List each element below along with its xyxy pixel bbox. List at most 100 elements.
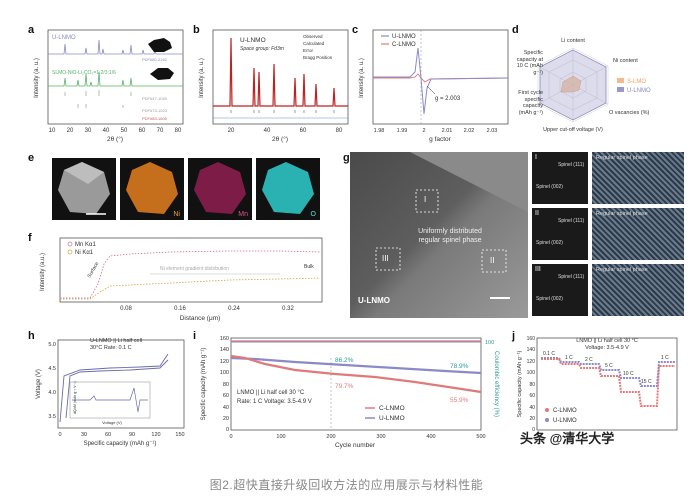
panel-d-grid [537, 47, 609, 123]
svg-text:2.03: 2.03 [487, 128, 498, 134]
panel-c-xlabel: g factor [429, 136, 452, 143]
panel-i-yticks: 0 20 40 60 80 100 120 140 160 [220, 336, 229, 433]
svg-text:5 C: 5 C [605, 363, 613, 369]
svg-text:1.99: 1.99 [397, 128, 408, 134]
svg-text:60: 60 [223, 393, 229, 399]
svg-text:500: 500 [476, 434, 485, 440]
panel-h-title2: 30°C Rate: 0.1 C [90, 345, 132, 351]
panel-d-slmo-area [560, 75, 582, 93]
svg-text:50: 50 [121, 128, 128, 134]
panel-h-inset-xlabel: Voltage (V) [102, 420, 122, 425]
panel-e-mn-map: Mn [188, 158, 252, 220]
svg-text:20: 20 [529, 416, 535, 422]
panel-g-center-text: Uniformly distributed regular spinel pha… [400, 227, 500, 245]
panel-h-yticks: 3.5 4.0 4.5 5.0 [48, 342, 56, 420]
svg-text:120: 120 [151, 432, 160, 438]
svg-text:80: 80 [223, 382, 229, 388]
panel-g-fft-III-002: Spinel (002) [536, 296, 563, 302]
svg-text:20: 20 [228, 128, 235, 134]
panel-g-region-I: I [424, 195, 427, 204]
panel-g-fft-II-002: Spinel (002) [536, 240, 563, 246]
panel-c-annotation-arrow [426, 85, 436, 95]
panel-c-epr: Intensity (a. u.) U-LNMO C-LNMO g = 2.00… [359, 29, 509, 143]
panel-g-fft-II: II Spinel (111) Spinel (002) [532, 208, 588, 260]
panel-i-y2tick: 100 [485, 340, 494, 346]
panel-j-ylabel: Specific capacity (mAh g⁻¹) [517, 350, 523, 417]
svg-text:4.5: 4.5 [48, 366, 56, 372]
svg-text:160: 160 [527, 336, 536, 342]
svg-text:3.5: 3.5 [48, 414, 56, 420]
panel-b-title: U-LNMO [240, 37, 266, 44]
svg-text:4.0: 4.0 [48, 390, 56, 396]
panel-e-o-label: O [310, 211, 316, 218]
panel-d-ulnmo-area [539, 49, 607, 121]
panel-d-legend-ulnmo-swatch [617, 87, 624, 92]
figure-caption: 图2.超快直接升级回收方法的应用展示与材料性能 [209, 478, 484, 492]
panel-g-edge [375, 152, 528, 299]
panel-g-fft-III: III Spinel (111) Spinel (002) [532, 264, 588, 316]
svg-text:40: 40 [223, 405, 229, 411]
panel-j-frame [536, 337, 678, 431]
panel-f-mn-trace [60, 250, 321, 299]
panel-d-radar: Li content Ni content O vacancies (%) Up… [517, 38, 651, 133]
panel-e-ni-map: Ni [120, 158, 184, 220]
panel-h-discharge-curve [65, 359, 169, 419]
panel-f-xlabel: Distance (μm) [180, 315, 221, 322]
svg-text:150: 150 [175, 432, 184, 438]
svg-text:Bragg Position: Bragg Position [303, 55, 333, 60]
panel-g-fft-I-111: Spinel (111) [558, 162, 585, 168]
panel-h-xlabel: Specific capacity (mAh g⁻¹) [84, 441, 157, 447]
panel-b-spacegroup: Space group: Fd3m [240, 46, 284, 52]
panel-label-g: g [343, 152, 350, 164]
panel-h-charge-curve [59, 353, 169, 423]
panel-i-capacity-u [230, 356, 482, 375]
panel-label-c: c [352, 24, 359, 36]
panel-i-capacity-c [230, 354, 482, 394]
panel-g-lattice-I-label: Regular spinel phase [596, 155, 648, 161]
svg-text:2 C: 2 C [585, 357, 593, 363]
svg-text:100: 100 [276, 434, 285, 440]
svg-text:Calculated: Calculated [303, 41, 325, 46]
panel-j-legend-c-marker [545, 408, 549, 412]
panel-b-xlabel: 2θ (°) [272, 135, 288, 143]
panel-b-ylabel: Intensity (a. u.) [199, 58, 205, 98]
panel-c-ylabel: Intensity (a. u.) [359, 58, 365, 98]
panel-a-ref-3: PDF#73-1023 [142, 108, 168, 113]
panel-i-legend-c: C-LNMO [379, 405, 405, 412]
svg-text:140: 140 [220, 347, 229, 353]
panel-e-ni-label: Ni [173, 211, 180, 218]
svg-text:2.01: 2.01 [442, 128, 453, 134]
panel-a-ylabel: Intensity (a. u.) [34, 58, 40, 98]
panel-g-fft-III-label: III [535, 266, 541, 273]
panel-i-ylabel: Specific capacity (mAh g⁻¹) [201, 348, 207, 421]
svg-text:100: 100 [220, 370, 229, 376]
panel-j-legend-u-marker [545, 418, 549, 422]
panel-e-mn-label: Mn [238, 211, 248, 218]
panel-a-ref-4: PDF#83-1605 [142, 116, 168, 121]
svg-text:60: 60 [139, 128, 146, 134]
svg-text:0.08: 0.08 [120, 306, 132, 312]
panel-f-legend-ni-marker [67, 249, 73, 255]
panel-b-legend: Observed Calculated Error Bragg Position [303, 34, 333, 60]
panel-h-voltage-profile: U-LNMO || Li half cell 30°C Rate: 0.1 C … [36, 338, 185, 447]
panel-g-lattice-III: Regular spinel phase [592, 264, 684, 316]
svg-text:1.98: 1.98 [374, 128, 385, 134]
panel-f-legend-ni: Ni Kα1 [75, 250, 94, 256]
panel-i-xlabel: Cycle number [335, 442, 376, 449]
svg-text:0: 0 [58, 432, 61, 438]
panel-i-xticks: 0 100 200 300 400 500 [229, 434, 485, 440]
panel-c-legend-u: U-LNMO [392, 34, 416, 40]
panel-g-sample: U-LNMO [358, 296, 390, 305]
panel-g-center-line2: regular spinel phase [418, 237, 482, 245]
panel-a-xticks: 10 20 30 40 50 60 70 80 [49, 128, 182, 134]
panel-j-rate-labels: 0.1 C 1 C 2 C 5 C 10 C 15 C 1 C [543, 351, 669, 385]
panel-a-ref-2: PDF#47-1049 [142, 96, 168, 101]
panel-d-axis-10c-box: Specific capacity at 10 C (mAh g⁻¹) [517, 50, 543, 76]
panel-label-b: b [193, 24, 200, 36]
svg-text:0.1 C: 0.1 C [543, 351, 555, 357]
panel-f-legend-mn: Mn Kα1 [75, 242, 96, 248]
svg-text:30: 30 [85, 128, 92, 134]
panel-j-yticks: 0 20 40 60 80 100 120 140 160 [527, 336, 536, 433]
panel-c-trace-c [373, 73, 509, 83]
panel-i-cycling: Specific capacity (mAh g⁻¹) Coulombic ef… [201, 336, 499, 449]
